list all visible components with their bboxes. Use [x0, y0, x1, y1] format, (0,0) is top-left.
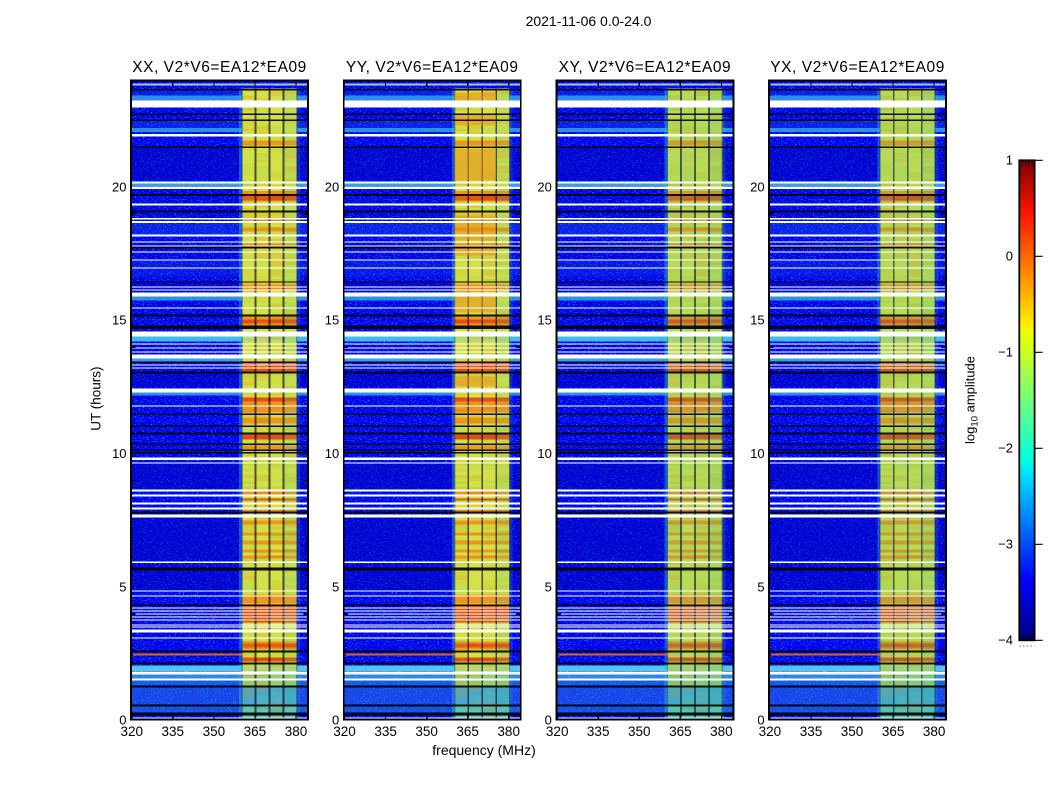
svg-text:20: 20 — [750, 179, 764, 194]
svg-text:YY, V2*V6=EA12*EA09: YY, V2*V6=EA12*EA09 — [346, 59, 519, 76]
svg-text:0: 0 — [757, 713, 764, 728]
svg-text:350: 350 — [628, 724, 651, 739]
svg-text:UT (hours): UT (hours) — [89, 366, 104, 430]
svg-text:350: 350 — [841, 724, 864, 739]
svg-text:−1: −1 — [998, 345, 1013, 360]
svg-text:0: 0 — [119, 713, 126, 728]
svg-text:15: 15 — [112, 313, 126, 328]
svg-text:5: 5 — [332, 579, 339, 594]
svg-text:320: 320 — [546, 724, 569, 739]
svg-text:0: 0 — [545, 713, 552, 728]
svg-text:365: 365 — [456, 724, 479, 739]
svg-text:320: 320 — [121, 724, 144, 739]
svg-text:5: 5 — [757, 579, 764, 594]
svg-text:XY, V2*V6=EA12*EA09: XY, V2*V6=EA12*EA09 — [559, 59, 732, 76]
svg-text:log10 amplitude: log10 amplitude — [963, 356, 981, 444]
svg-text:335: 335 — [587, 724, 610, 739]
svg-text:10: 10 — [112, 446, 126, 461]
svg-text:350: 350 — [203, 724, 226, 739]
svg-text:frequency (MHz): frequency (MHz) — [432, 742, 535, 758]
svg-text:1: 1 — [1006, 153, 1013, 168]
svg-text:15: 15 — [750, 313, 764, 328]
svg-text:380: 380 — [710, 724, 733, 739]
svg-text:380: 380 — [923, 724, 946, 739]
svg-text:−4: −4 — [998, 633, 1013, 648]
svg-text:20: 20 — [537, 179, 551, 194]
svg-text:−2: −2 — [998, 441, 1013, 456]
svg-text:365: 365 — [669, 724, 692, 739]
svg-text:XX, V2*V6=EA12*EA09: XX, V2*V6=EA12*EA09 — [132, 59, 307, 76]
svg-text:YX, V2*V6=EA12*EA09: YX, V2*V6=EA12*EA09 — [770, 59, 945, 76]
svg-text:365: 365 — [882, 724, 905, 739]
svg-text:335: 335 — [162, 724, 185, 739]
svg-text:10: 10 — [750, 446, 764, 461]
svg-text:15: 15 — [325, 313, 339, 328]
svg-text:320: 320 — [333, 724, 356, 739]
svg-text:380: 380 — [285, 724, 308, 739]
svg-text:0: 0 — [1006, 249, 1013, 264]
svg-text:320: 320 — [759, 724, 782, 739]
svg-text:335: 335 — [374, 724, 397, 739]
svg-text:10: 10 — [325, 446, 339, 461]
svg-text:335: 335 — [800, 724, 823, 739]
svg-text:5: 5 — [545, 579, 552, 594]
svg-text:2021-11-06 0.0-24.0: 2021-11-06 0.0-24.0 — [526, 13, 652, 29]
svg-text:380: 380 — [497, 724, 520, 739]
svg-text:365: 365 — [244, 724, 267, 739]
svg-text:20: 20 — [112, 179, 126, 194]
svg-text:5: 5 — [119, 579, 126, 594]
svg-text:350: 350 — [415, 724, 438, 739]
svg-text:10: 10 — [537, 446, 551, 461]
svg-text:0: 0 — [332, 713, 339, 728]
svg-text:−3: −3 — [998, 537, 1013, 552]
svg-text:15: 15 — [537, 313, 551, 328]
svg-text:20: 20 — [325, 179, 339, 194]
